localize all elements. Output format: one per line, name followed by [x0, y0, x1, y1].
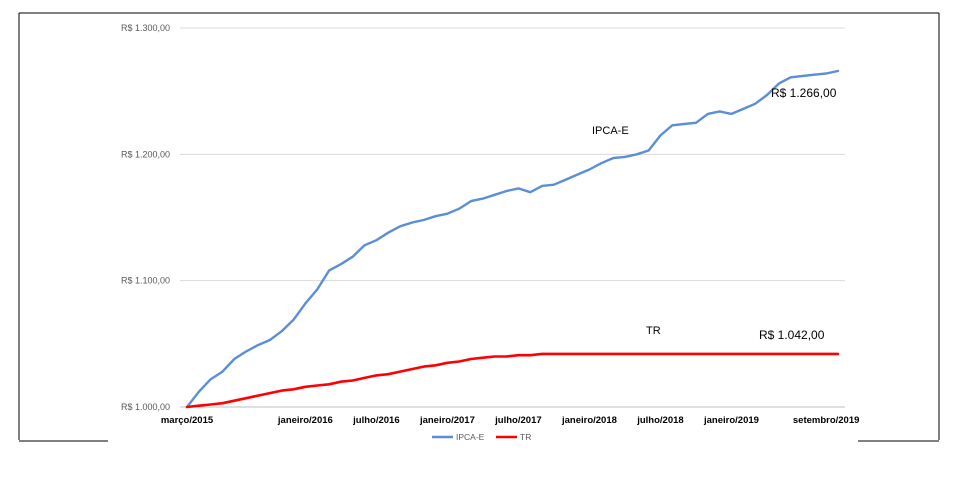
x-tick-label: janeiro/2017 [419, 415, 475, 426]
y-tick-label: R$ 1.200,00 [121, 149, 170, 159]
legend-label-tr: TR [520, 432, 531, 442]
x-tick-label: julho/2018 [636, 415, 683, 426]
x-tick-label: julho/2016 [352, 415, 399, 426]
series-line-tr [185, 352, 840, 409]
y-tick-label: R$ 1.300,00 [121, 23, 170, 33]
series-lines [185, 69, 840, 409]
x-tick-label: janeiro/2018 [561, 415, 617, 426]
y-tick-label: R$ 1.100,00 [121, 276, 170, 286]
annotation-tr-value: R$ 1.042,00 [759, 328, 825, 342]
series-line-ipca-e [185, 69, 840, 409]
x-tick-label: julho/2017 [494, 415, 541, 426]
annotation-tr: TR [646, 325, 661, 337]
gridlines [180, 27, 845, 408]
x-tick-label: janeiro/2016 [277, 415, 333, 426]
x-tick-label: março/2015 [161, 415, 214, 426]
legend: IPCA-E TR [432, 432, 531, 442]
x-axis-ticks: março/2015 janeiro/2016 julho/2016 janeiro/… [161, 415, 860, 426]
y-axis-ticks: R$ 1.000,00 R$ 1.100,00 R$ 1.200,00 R$ 1.30… [121, 23, 170, 412]
annotation-ipca-e: IPCA-E [592, 125, 629, 137]
annotation-ipca-e-value: R$ 1.266,00 [771, 86, 837, 100]
x-tick-label: setembro/2019 [793, 415, 860, 426]
y-tick-label: R$ 1.000,00 [121, 402, 170, 412]
x-tick-label: janeiro/2019 [703, 415, 759, 426]
legend-label-ipca-e: IPCA-E [456, 432, 485, 442]
chart-frame [18, 12, 940, 442]
